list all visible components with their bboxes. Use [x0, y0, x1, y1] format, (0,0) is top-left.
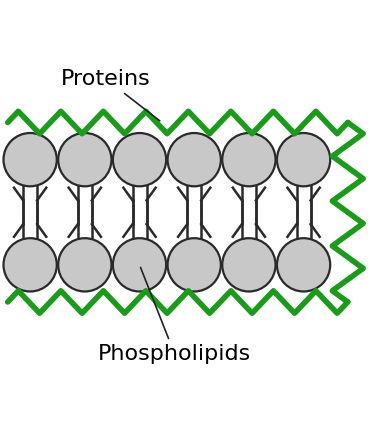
Circle shape: [113, 133, 166, 186]
Circle shape: [168, 133, 221, 186]
Circle shape: [58, 133, 111, 186]
Circle shape: [222, 133, 276, 186]
Circle shape: [3, 133, 57, 186]
Text: Proteins: Proteins: [61, 69, 160, 121]
Circle shape: [58, 238, 111, 291]
Circle shape: [113, 238, 166, 291]
Text: Phospholipids: Phospholipids: [98, 268, 251, 364]
Circle shape: [3, 238, 57, 291]
Circle shape: [168, 238, 221, 291]
Circle shape: [277, 238, 330, 291]
Circle shape: [277, 133, 330, 186]
Circle shape: [222, 238, 276, 291]
